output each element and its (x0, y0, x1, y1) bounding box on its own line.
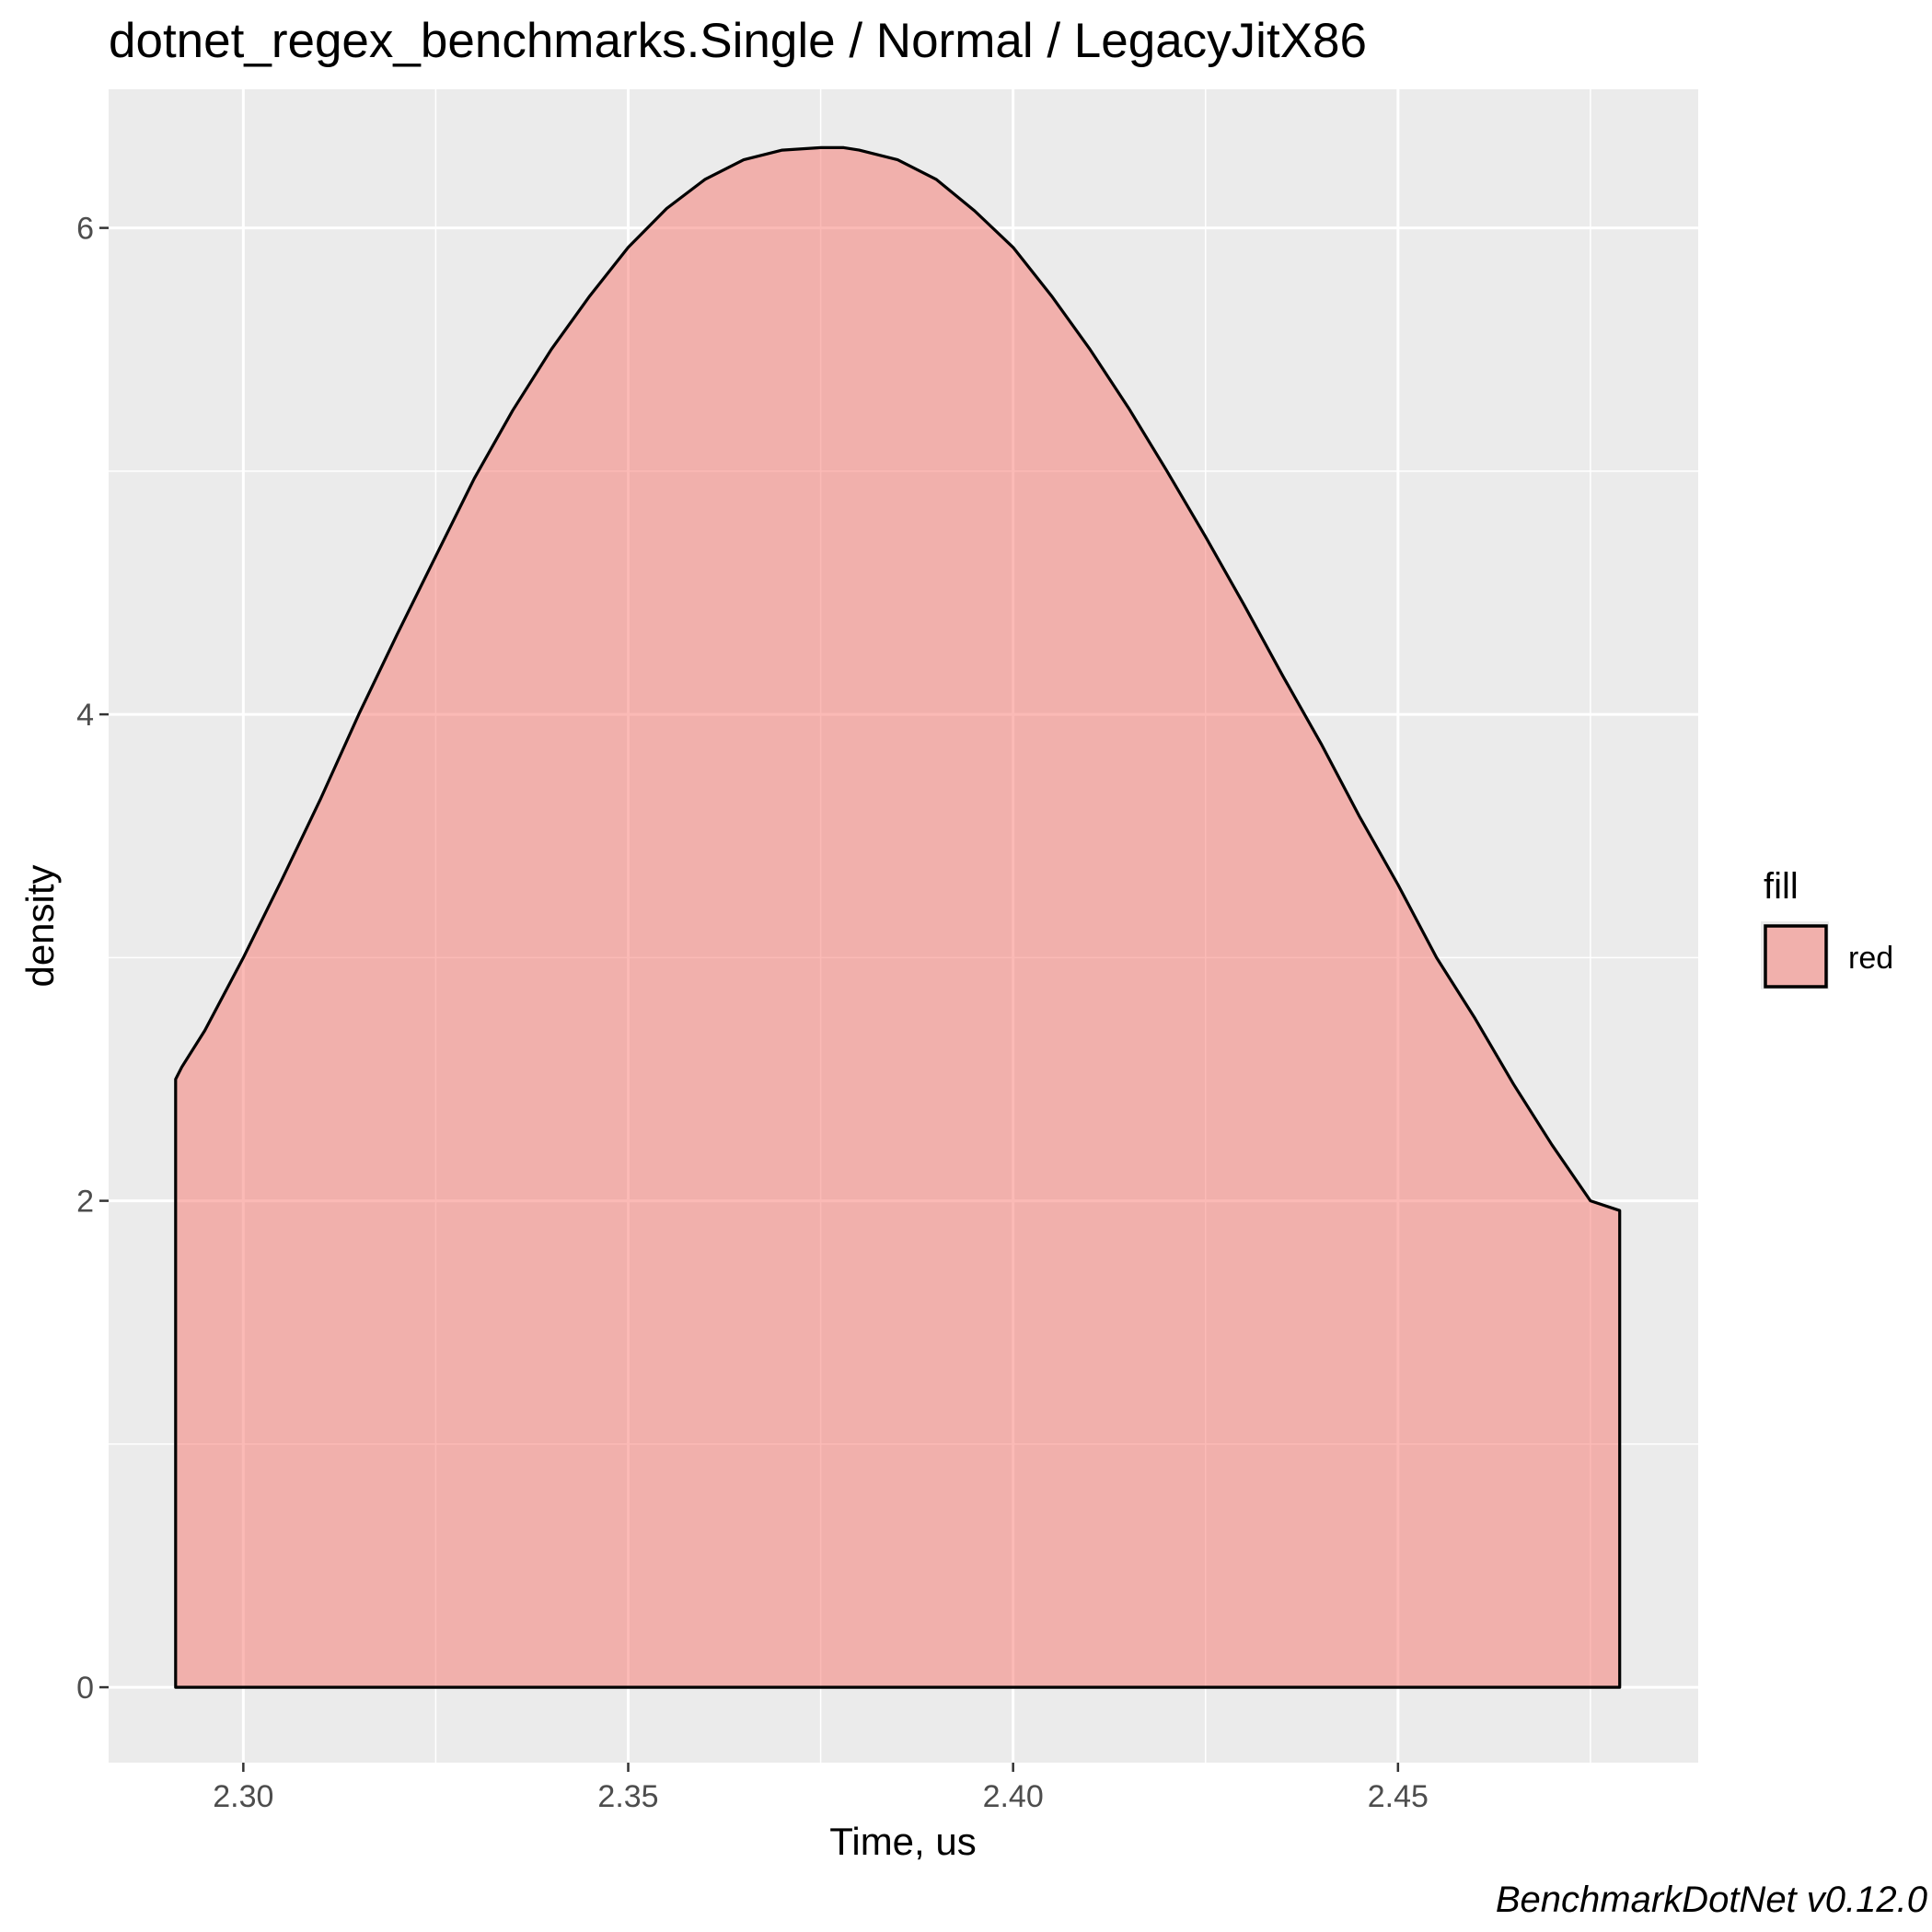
y-tick-label: 0 (76, 1671, 94, 1706)
legend-label-red: red (1848, 941, 1893, 976)
y-tick-label: 6 (76, 212, 94, 247)
y-tick-label: 4 (76, 698, 94, 733)
legend-title: fill (1764, 866, 1799, 907)
y-tick-label: 2 (76, 1185, 94, 1220)
caption: BenchmarkDotNet v0.12.0 (1496, 1880, 1927, 1920)
x-tick-label: 2.30 (213, 1779, 273, 1814)
x-tick-label: 2.40 (983, 1779, 1044, 1814)
y-axis: 0 2 4 6 (76, 212, 109, 1706)
y-axis-label: density (18, 864, 62, 987)
x-axis: 2.30 2.35 2.40 2.45 (213, 1763, 1429, 1814)
density-area-series-0 (174, 145, 1622, 1689)
x-axis-label: Time, us (829, 1820, 976, 1863)
legend: fill red (1761, 866, 1893, 989)
chart-title: dotnet_regex_benchmarks.Single / Normal … (109, 14, 1367, 68)
x-tick-label: 2.35 (597, 1779, 658, 1814)
x-tick-label: 2.45 (1368, 1779, 1429, 1814)
legend-swatch-red (1764, 924, 1828, 989)
density-area-layer (174, 145, 1622, 1689)
